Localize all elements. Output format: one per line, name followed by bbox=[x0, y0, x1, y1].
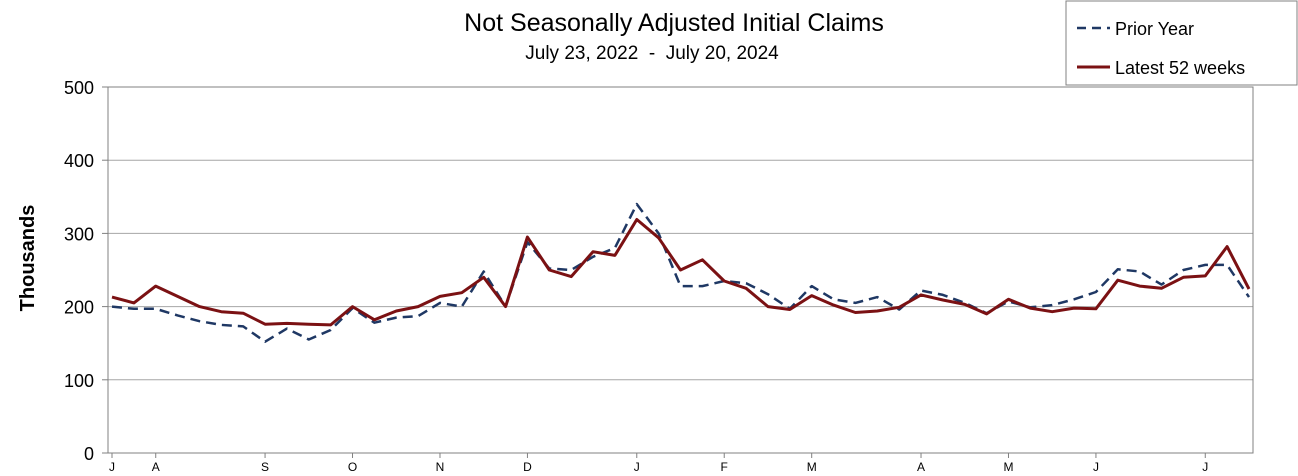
y-tick-label-0: 0 bbox=[84, 444, 94, 464]
x-tick-label-10: M bbox=[1003, 460, 1013, 474]
x-tick-label-1: A bbox=[152, 460, 160, 474]
y-tick-label-500: 500 bbox=[64, 78, 94, 98]
series-lines bbox=[111, 202, 1251, 343]
x-tick-label-12: J bbox=[1202, 460, 1208, 474]
x-tick-label-5: D bbox=[523, 460, 532, 474]
x-tick-label-7: F bbox=[721, 460, 728, 474]
y-axis-ticks: 0 100 200 300 400 500 bbox=[64, 78, 108, 464]
x-tick-label-11: J bbox=[1093, 460, 1099, 474]
x-tick-label-3: O bbox=[348, 460, 357, 474]
legend-box bbox=[1065, 0, 1298, 86]
x-tick-label-9: A bbox=[917, 460, 925, 474]
y-tick-label-100: 100 bbox=[64, 371, 94, 391]
plot-area-border bbox=[107, 86, 1254, 454]
series-line-latest-52-weeks bbox=[111, 218, 1251, 327]
y-tick-label-300: 300 bbox=[64, 224, 94, 244]
series-line-prior-year bbox=[111, 202, 1251, 343]
x-tick-label-4: N bbox=[436, 460, 445, 474]
legend-label-latest-52-weeks: Latest 52 weeks bbox=[1115, 58, 1245, 78]
y-tick-label-400: 400 bbox=[64, 151, 94, 171]
y-tick-label-200: 200 bbox=[64, 298, 94, 318]
chart-subtitle: July 23, 2022 - July 20, 2024 bbox=[525, 43, 779, 64]
x-tick-label-2: S bbox=[261, 460, 269, 474]
x-tick-label-0: J bbox=[109, 460, 115, 474]
x-tick-label-6: J bbox=[634, 460, 640, 474]
legend-label-prior-year: Prior Year bbox=[1115, 19, 1194, 39]
x-tick-label-8: M bbox=[807, 460, 817, 474]
y-axis-label: Thousands bbox=[17, 205, 39, 312]
gridlines bbox=[108, 159, 1253, 381]
chart-title: Not Seasonally Adjusted Initial Claims bbox=[464, 9, 884, 37]
legend: Prior Year Latest 52 weeks bbox=[1065, 0, 1298, 86]
